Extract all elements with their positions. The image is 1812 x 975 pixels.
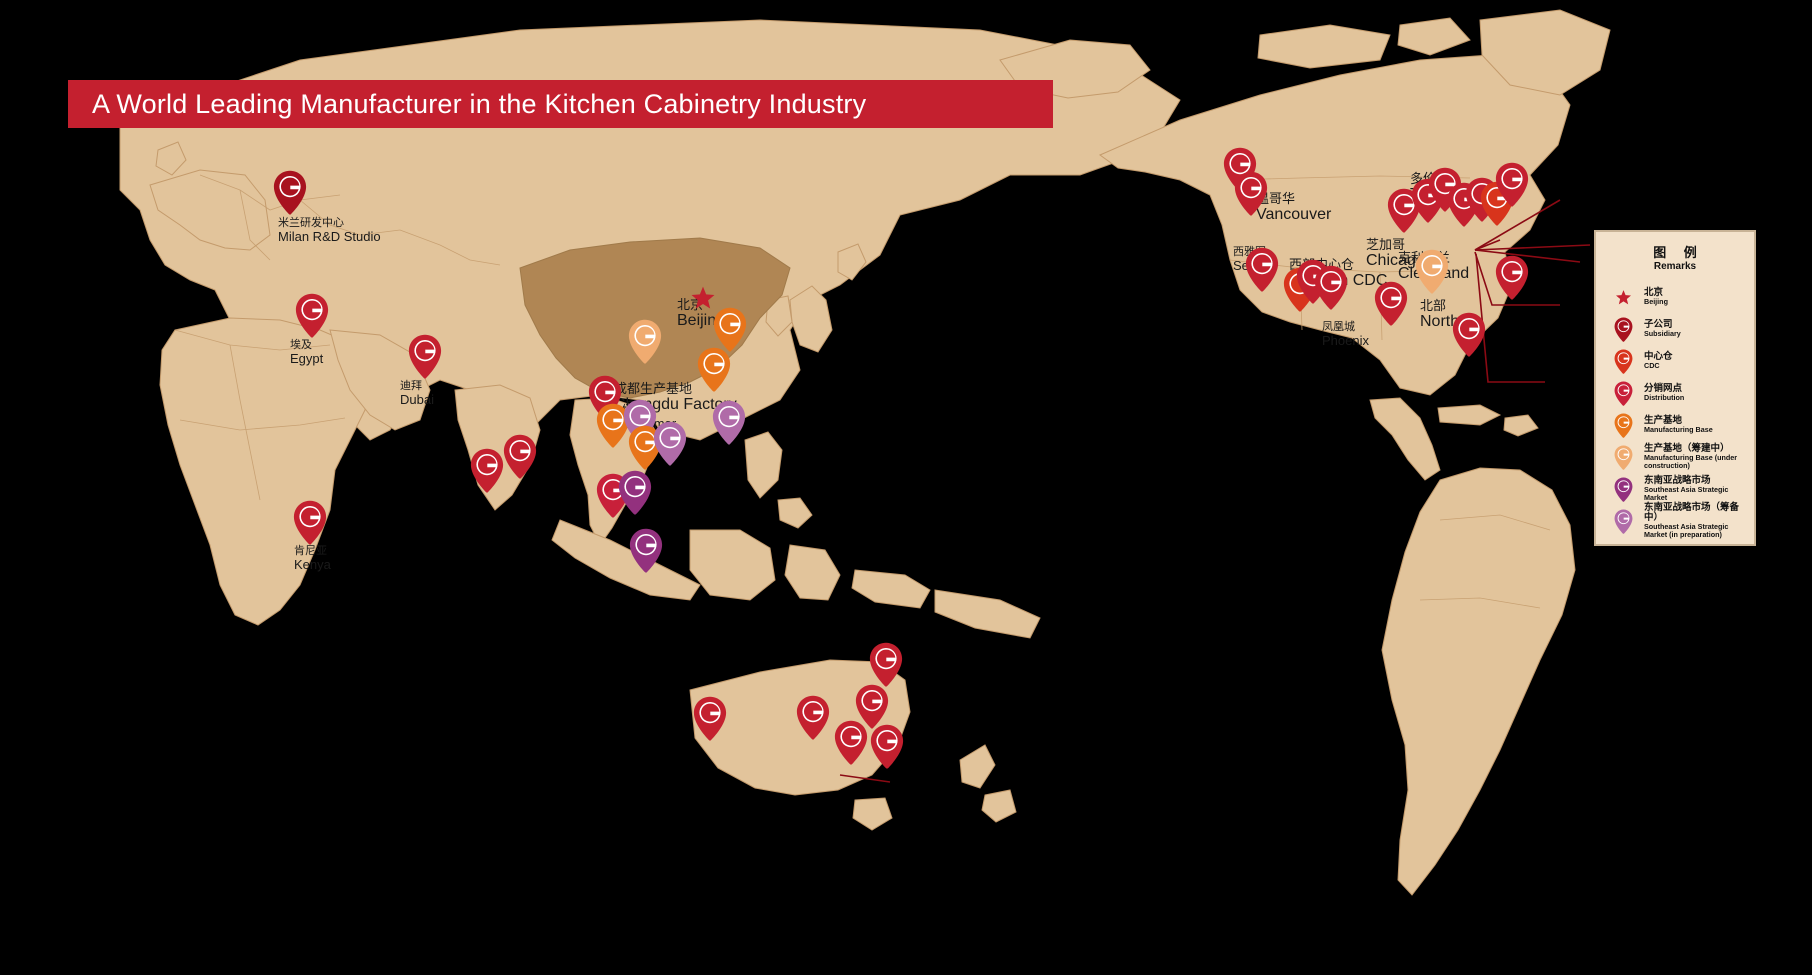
page-title: A World Leading Manufacturer in the Kitc… [92, 88, 867, 119]
legend-label-en-1: Subsidiary [1644, 329, 1681, 339]
marker-chicago[interactable] [1387, 188, 1421, 233]
legend-label-en-0: Beijing [1644, 297, 1668, 307]
marker-thailand-mfg[interactable] [596, 403, 630, 448]
legend-text-6: 东南亚战略市场 Southeast Asia Strategic Market [1636, 476, 1746, 501]
pin-sea-market-prep-icon [1610, 508, 1636, 534]
legend-label-cn-4: 生产基地 [1644, 415, 1683, 427]
marker-kenya[interactable] [293, 500, 327, 545]
legend-label-cn-3: 分销网点 [1644, 383, 1683, 395]
legend-label-cn-5: 生产基地（筹建中） [1644, 443, 1730, 455]
legend-label-cn-1: 子公司 [1644, 319, 1673, 331]
legend-text-5: 生产基地（筹建中） Manufacturing Base (under const… [1636, 444, 1746, 469]
legend-label-en-3: Distribution [1644, 393, 1685, 403]
legend-title-en: Remarks [1653, 261, 1697, 272]
marker-newyork[interactable] [1495, 162, 1529, 207]
legend-label-en-4: Manufacturing Base [1644, 425, 1713, 435]
legend-title-cn: 图 例 [1653, 245, 1704, 260]
marker-philippines[interactable] [712, 400, 746, 445]
legend-label-en-5: Manufacturing Base (under construction) [1644, 453, 1738, 470]
marker-dubai[interactable] [408, 334, 442, 379]
marker-california[interactable] [1245, 247, 1279, 292]
marker-china-east-south[interactable] [697, 347, 731, 392]
pin-manufacturing-uc-icon [1610, 444, 1636, 470]
marker-tasmania[interactable] [870, 724, 904, 769]
marker-adelaide[interactable] [796, 695, 830, 740]
legend-label-cn-6: 东南亚战略市场 [1644, 475, 1711, 487]
title-banner: A World Leading Manufacturer in the Kitc… [68, 80, 1053, 128]
star-icon [1610, 289, 1636, 306]
marker-indonesia[interactable] [629, 528, 663, 573]
marker-egypt[interactable] [295, 293, 329, 338]
marker-china-east-north[interactable] [713, 307, 747, 352]
legend-row-4[interactable]: 生产基地 Manufacturing Base [1604, 409, 1746, 441]
marker-vancouver[interactable] [1223, 147, 1257, 192]
marker-chengdu[interactable] [628, 319, 662, 364]
marker-sydney[interactable] [855, 684, 889, 729]
marker-florida[interactable] [1452, 312, 1486, 357]
marker-malaysia-market[interactable] [618, 470, 652, 515]
beijing-star-icon [690, 285, 716, 311]
marker-texas[interactable] [1374, 281, 1408, 326]
legend-text-1: 子公司 Subsidiary [1636, 320, 1681, 338]
legend-row-5[interactable]: 生产基地（筹建中） Manufacturing Base (under const… [1604, 441, 1746, 473]
legend-label-cn-2: 中心仓 [1644, 351, 1673, 363]
legend-text-7: 东南亚战略市场（筹备中） Southeast Asia Strategic Mar… [1636, 503, 1746, 538]
legend-panel: 图 例 Remarks 北京 Beijing 子公司 Subsidiary 中心仓 CDC… [1594, 230, 1756, 546]
marker-north-cdc[interactable] [1415, 249, 1449, 294]
marker-india-east[interactable] [503, 434, 537, 479]
legend-text-4: 生产基地 Manufacturing Base [1636, 416, 1713, 434]
legend-text-0: 北京 Beijing [1636, 288, 1668, 306]
marker-india-west[interactable] [470, 448, 504, 493]
marker-melbourne[interactable] [834, 720, 868, 765]
legend-rows: 北京 Beijing 子公司 Subsidiary 中心仓 CDC 分销网点 Distribu… [1604, 281, 1746, 538]
marker-vietnam-market[interactable] [653, 421, 687, 466]
pin-cdc-icon [1610, 348, 1636, 374]
legend-row-1[interactable]: 子公司 Subsidiary [1604, 313, 1746, 345]
legend-label-cn-7: 东南亚战略市场（筹备中） [1644, 502, 1740, 524]
legend-label-en-7: Southeast Asia Strategic Market (in prep… [1644, 522, 1729, 539]
legend-row-7[interactable]: 东南亚战略市场（筹备中） Southeast Asia Strategic Mar… [1604, 503, 1746, 538]
marker-boston[interactable] [1495, 255, 1529, 300]
marker-seattle[interactable] [1234, 171, 1268, 216]
pin-sea-market-icon [1610, 476, 1636, 502]
legend-row-3[interactable]: 分销网点 Distribution [1604, 377, 1746, 409]
marker-vietnam-mfg[interactable] [628, 425, 662, 470]
pin-distribution-icon [1610, 380, 1636, 406]
pin-subsidiary-icon [1610, 316, 1636, 342]
legend-row-6[interactable]: 东南亚战略市场 Southeast Asia Strategic Market [1604, 473, 1746, 505]
legend-row-0[interactable]: 北京 Beijing [1604, 281, 1746, 313]
pin-manufacturing-icon [1610, 412, 1636, 438]
marker-perth[interactable] [693, 696, 727, 741]
legend-title: 图 例 Remarks [1604, 242, 1746, 272]
marker-western-cdc-3[interactable] [1314, 265, 1348, 310]
marker-myanmar[interactable] [588, 375, 622, 420]
legend-row-2[interactable]: 中心仓 CDC [1604, 345, 1746, 377]
legend-text-2: 中心仓 CDC [1636, 352, 1673, 370]
legend-text-3: 分销网点 Distribution [1636, 384, 1684, 402]
marker-brisbane[interactable] [869, 642, 903, 687]
legend-label-en-2: CDC [1644, 361, 1660, 371]
legend-label-cn-0: 北京 [1644, 287, 1664, 299]
legend-label-en-6: Southeast Asia Strategic Market [1644, 485, 1729, 502]
marker-milan[interactable] [273, 170, 307, 215]
